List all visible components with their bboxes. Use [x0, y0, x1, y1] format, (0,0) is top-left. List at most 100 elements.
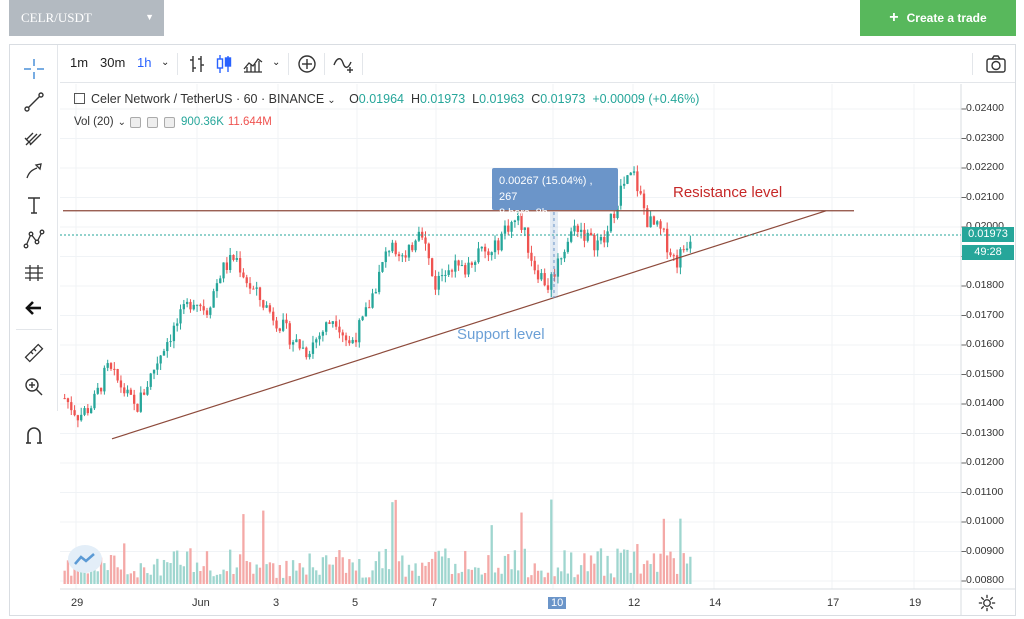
price-tick-label: 0.02200 — [966, 161, 1004, 173]
eye-icon[interactable] — [130, 116, 142, 128]
volume-bar — [238, 554, 242, 584]
tradingview-logo[interactable] — [68, 545, 102, 573]
candle-body — [659, 221, 662, 229]
date-tick-label: Jun — [192, 597, 210, 609]
candle-body — [480, 246, 483, 249]
candle-body — [457, 260, 460, 266]
candles-icon[interactable] — [213, 53, 235, 75]
candle-body — [199, 304, 202, 307]
volume-bar — [543, 577, 546, 584]
volume-bar — [219, 574, 222, 584]
volume-bar — [368, 577, 371, 584]
volume-legend: Vol (20) ⌄ 900.36K 11.644M — [74, 116, 272, 128]
volume-bar — [371, 570, 374, 584]
volume-bar — [434, 551, 437, 584]
chevron-down-icon[interactable]: ⌄ — [272, 57, 281, 68]
compare-icon[interactable] — [296, 53, 318, 75]
volume-bar — [192, 571, 195, 584]
volume-bar — [513, 550, 517, 584]
volume-bar — [656, 571, 659, 584]
volume-bar — [490, 525, 493, 584]
collapse-icon[interactable] — [74, 93, 85, 105]
candle-body — [146, 386, 149, 395]
volume-bar — [573, 577, 576, 584]
bars-icon[interactable] — [186, 53, 208, 75]
indicators-icon[interactable] — [332, 53, 354, 75]
volume-bar — [146, 573, 149, 584]
close-icon[interactable] — [164, 116, 176, 128]
candle-body — [225, 262, 229, 270]
candle-body — [278, 328, 281, 331]
volume-bar — [116, 567, 119, 584]
candle-body — [123, 387, 126, 394]
prediction-icon[interactable] — [22, 261, 46, 285]
volume-bar — [613, 577, 616, 584]
volume-bar — [268, 562, 272, 584]
volume-bar — [394, 499, 397, 584]
volume-bar — [430, 558, 434, 584]
candle-body — [136, 403, 139, 412]
volume-bar — [199, 571, 202, 584]
candle-body — [149, 373, 152, 387]
ruler-icon[interactable] — [22, 341, 46, 365]
interval-1m[interactable]: 1m — [70, 55, 89, 70]
candle-body — [437, 275, 440, 290]
chevron-down-icon[interactable]: ⌄ — [327, 95, 336, 106]
volume-bar — [421, 562, 424, 584]
candle-body — [351, 339, 354, 344]
volume-bar — [344, 572, 348, 584]
interval-1h[interactable]: 1h — [137, 55, 152, 70]
volume-bar — [507, 554, 510, 584]
text-icon[interactable] — [22, 193, 46, 217]
volume-bar — [162, 559, 166, 584]
volume-bar — [80, 565, 83, 584]
volume-bar — [457, 573, 460, 584]
toolbar-divider — [288, 53, 289, 75]
trend-line-icon[interactable] — [22, 90, 46, 114]
area-icon[interactable] — [242, 53, 264, 75]
pattern-icon[interactable] — [22, 227, 46, 251]
volume-bar — [156, 558, 159, 584]
create-trade-button[interactable]: + Create a trade — [860, 0, 1016, 36]
volume-bar — [593, 563, 596, 584]
volume-bar — [467, 569, 470, 584]
candle-body — [490, 252, 493, 256]
volume-bar — [63, 570, 66, 584]
pair-selector[interactable]: CELR/USDT ▼ — [9, 0, 164, 36]
chevron-down-icon[interactable]: ⌄ — [117, 116, 127, 128]
chevron-down-icon[interactable]: ⌄ — [161, 57, 170, 68]
volume-bar — [401, 555, 404, 584]
volume-bar — [424, 565, 427, 584]
settings-icon[interactable] — [978, 594, 996, 612]
pitchfork-icon[interactable] — [22, 125, 46, 149]
volume-bar — [66, 560, 70, 584]
crosshair-icon[interactable] — [22, 57, 46, 81]
candle-body — [474, 262, 477, 265]
camera-icon[interactable] — [985, 53, 1007, 75]
volume-bar — [136, 577, 139, 584]
volume-value: 900.36K — [181, 116, 224, 128]
volume-bar — [308, 553, 311, 584]
candle-body — [652, 216, 656, 225]
volume-bar — [669, 551, 672, 584]
candle-body — [232, 254, 235, 260]
interval-30m[interactable]: 30m — [100, 55, 126, 70]
volume-bar — [536, 570, 540, 584]
volume-bar — [113, 555, 116, 584]
candle-body — [616, 205, 619, 219]
gear-icon[interactable] — [147, 116, 159, 128]
volume-bar — [195, 562, 199, 584]
back-arrow-icon[interactable] — [22, 296, 46, 320]
zoom-icon[interactable] — [22, 375, 46, 399]
brush-icon[interactable] — [22, 159, 46, 183]
volume-bar — [182, 566, 185, 584]
candle-body — [454, 260, 457, 272]
magnet-icon[interactable] — [22, 423, 46, 447]
candle-body — [195, 304, 199, 306]
volume-bar — [553, 576, 556, 584]
candles — [63, 165, 692, 428]
candle-body — [328, 322, 331, 324]
support-label: Support level — [457, 326, 545, 343]
price-chart[interactable] — [60, 84, 1015, 616]
volume-bar — [354, 570, 358, 584]
